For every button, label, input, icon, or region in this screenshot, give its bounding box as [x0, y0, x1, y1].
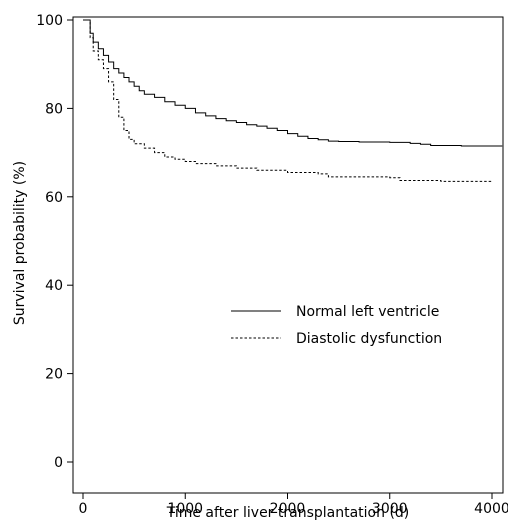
y-tick-label: 60 [45, 190, 63, 206]
y-axis-label: Survival probability (%) [12, 161, 28, 325]
y-tick-label: 100 [36, 13, 63, 29]
x-tick-label: 0 [79, 501, 88, 517]
legend-label: Diastolic dysfunction [296, 331, 442, 347]
x-axis-label: Time after liver transplantation (d) [166, 505, 410, 521]
series-line-diastolic-dysfunction [83, 19, 492, 182]
x-tick-label: 2000 [270, 501, 306, 517]
series-line-normal-left-ventricle [83, 19, 503, 147]
y-tick-label: 40 [45, 278, 63, 294]
x-tick-label: 1000 [167, 501, 203, 517]
legend-label: Normal left ventricle [296, 304, 439, 320]
y-tick-label: 0 [54, 455, 63, 471]
series-layer [83, 19, 503, 182]
x-tick-label: 4000 [474, 501, 508, 517]
x-tick-label: 3000 [372, 501, 408, 517]
plot-frame [72, 16, 504, 494]
y-tick-label: 20 [45, 367, 63, 383]
chart-legend: Normal left ventricle Diastolic dysfuncti… [231, 304, 442, 347]
y-tick-label: 80 [45, 101, 63, 117]
